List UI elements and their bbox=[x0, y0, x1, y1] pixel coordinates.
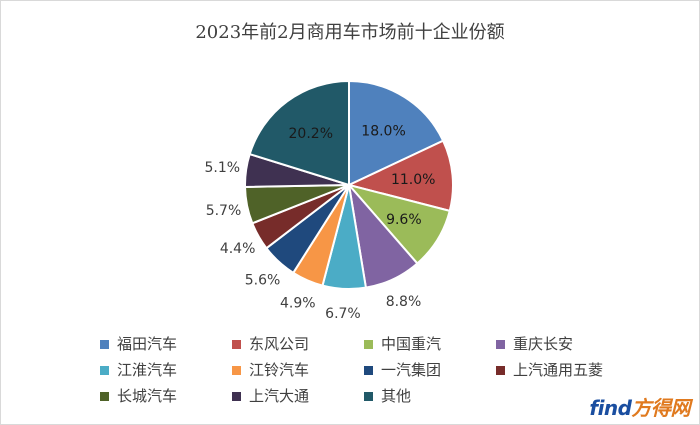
legend-label: 上汽大通 bbox=[249, 387, 310, 405]
data-label: 5.6% bbox=[245, 272, 281, 288]
legend-item: 长城汽车 bbox=[100, 385, 177, 407]
data-label: 11.0% bbox=[391, 172, 435, 188]
data-label: 5.7% bbox=[206, 203, 242, 219]
legend-item: 一汽集团 bbox=[364, 359, 441, 381]
legend-item: 江淮汽车 bbox=[100, 359, 177, 381]
watermark-logo: find方得网 bbox=[589, 392, 690, 421]
legend-swatch bbox=[364, 391, 373, 401]
chart-title: 2023年前2月商用车市场前十企业份额 bbox=[195, 22, 505, 43]
legend-item: 福田汽车 bbox=[100, 333, 177, 355]
data-label: 9.6% bbox=[386, 212, 422, 228]
legend-swatch bbox=[364, 365, 373, 375]
legend-label: 中国重汽 bbox=[381, 335, 442, 353]
pie-slice bbox=[248, 79, 350, 187]
legend-label: 东风公司 bbox=[249, 335, 310, 353]
legend-item: 上汽通用五菱 bbox=[496, 359, 603, 381]
legend-swatch bbox=[496, 339, 505, 349]
legend-swatch bbox=[232, 391, 241, 401]
data-label: 4.4% bbox=[220, 241, 256, 257]
legend-item: 东风公司 bbox=[232, 333, 309, 355]
data-label: 18.0% bbox=[361, 124, 405, 140]
watermark-main: find bbox=[589, 396, 632, 420]
data-label: 4.9% bbox=[280, 295, 316, 311]
legend-swatch bbox=[364, 339, 373, 349]
legend-swatch bbox=[100, 391, 109, 401]
legend-item: 上汽大通 bbox=[232, 385, 309, 407]
legend-label: 其他 bbox=[381, 387, 412, 405]
data-label: 8.8% bbox=[386, 294, 422, 310]
legend-swatch bbox=[232, 365, 241, 375]
legend-item: 江铃汽车 bbox=[232, 359, 309, 381]
watermark-cn: 方得网 bbox=[631, 396, 691, 420]
data-label: 6.7% bbox=[325, 306, 361, 322]
legend-item: 重庆长安 bbox=[496, 333, 573, 355]
legend-swatch bbox=[100, 339, 109, 349]
legend-label: 江铃汽车 bbox=[249, 361, 310, 379]
pie-slice bbox=[348, 79, 445, 187]
legend-label: 一汽集团 bbox=[381, 361, 442, 379]
legend-swatch bbox=[496, 365, 505, 375]
legend-label: 上汽通用五菱 bbox=[513, 361, 604, 379]
data-label: 20.2% bbox=[289, 126, 333, 142]
legend-label: 长城汽车 bbox=[117, 387, 178, 405]
legend-label: 江淮汽车 bbox=[117, 361, 178, 379]
legend-item: 中国重汽 bbox=[364, 333, 441, 355]
legend-label: 福田汽车 bbox=[117, 335, 178, 353]
pie-slice bbox=[346, 139, 454, 213]
legend-swatch bbox=[100, 365, 109, 375]
data-label: 5.1% bbox=[204, 160, 240, 176]
legend-swatch bbox=[232, 339, 241, 349]
legend-label: 重庆长安 bbox=[513, 335, 574, 353]
legend-item: 其他 bbox=[364, 385, 411, 407]
